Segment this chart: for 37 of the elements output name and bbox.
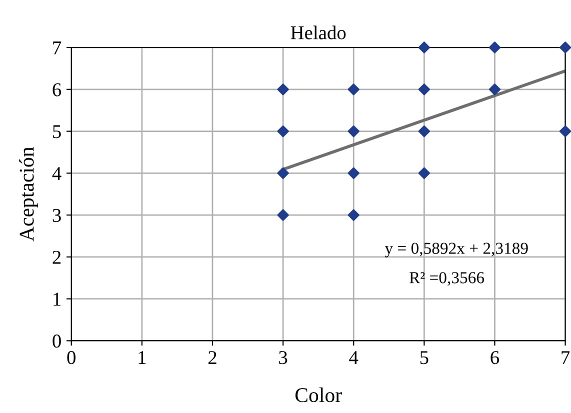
point <box>559 125 571 138</box>
x-tick-label: 7 <box>562 351 570 364</box>
chart-title: Helado <box>290 26 346 40</box>
point <box>348 83 360 96</box>
x-tick-label: 3 <box>279 351 288 364</box>
point <box>348 209 360 221</box>
point <box>418 42 430 54</box>
point <box>418 125 430 138</box>
point <box>488 42 501 54</box>
y-tick-label: 2 <box>52 250 61 264</box>
point <box>277 83 289 96</box>
x-axis-title: Color <box>295 388 342 402</box>
x-tick-label: 6 <box>490 351 500 364</box>
y-tick-label: 6 <box>52 83 62 96</box>
point <box>418 167 430 180</box>
x-tick-label: 4 <box>349 351 358 364</box>
point <box>348 125 360 138</box>
y-tick-label: 3 <box>52 208 61 222</box>
x-tick-label: 5 <box>420 351 428 364</box>
x-tick-label: 2 <box>208 351 216 364</box>
y-tick-label: 5 <box>53 125 61 138</box>
point <box>559 42 571 54</box>
point <box>348 167 360 180</box>
point <box>418 83 430 96</box>
point <box>277 209 289 221</box>
y-tick-label: 1 <box>54 292 60 306</box>
y-tick-label: 4 <box>52 167 62 180</box>
y-tick-label: 7 <box>53 42 62 54</box>
x-tick-label: 1 <box>138 351 146 364</box>
point <box>277 167 289 180</box>
y-axis-title: Aceptación <box>19 147 38 242</box>
point <box>277 125 289 138</box>
annotation: y = 0,5892x + 2,3189 <box>384 242 528 258</box>
point <box>488 83 501 96</box>
annotation: R² =0,3566 <box>409 272 484 286</box>
y-tick-label: 0 <box>52 334 61 348</box>
x-tick-label: 0 <box>67 351 76 364</box>
